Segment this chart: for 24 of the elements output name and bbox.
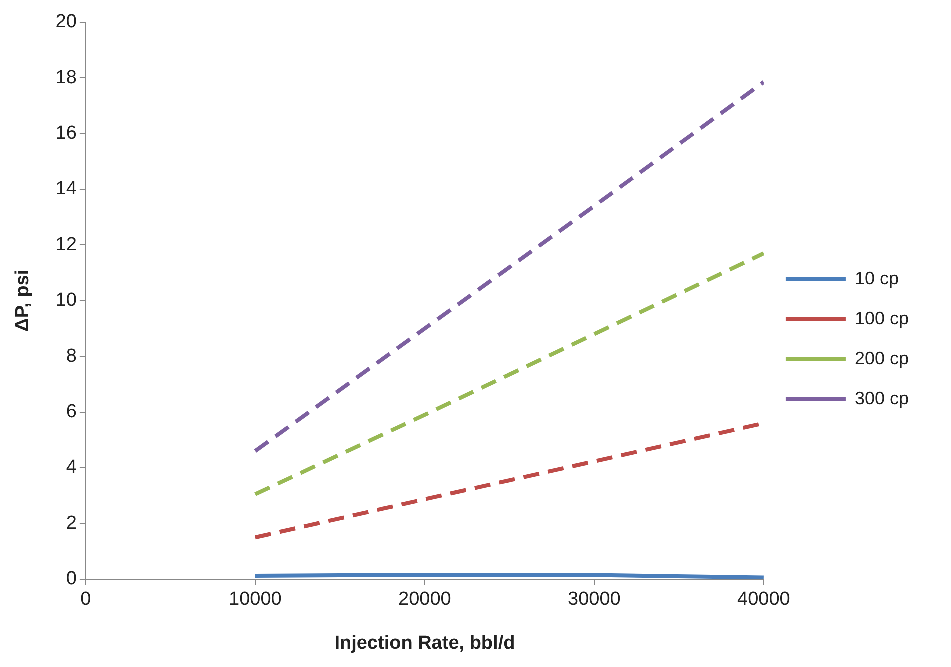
legend-label: 300 cp [854, 388, 910, 408]
y-tick-label: 10 [56, 290, 77, 312]
x-tick-label: 10000 [229, 589, 282, 610]
y-tick-label: 12 [56, 234, 77, 256]
y-axis-title: ΔP, psi [12, 270, 34, 332]
y-tick-label: 6 [66, 402, 77, 423]
legend-label: 200 cp [854, 348, 910, 368]
y-tick-label: 18 [56, 67, 77, 88]
y-tick-label: 0 [66, 568, 77, 590]
y-tick-label: 16 [56, 123, 77, 144]
x-tick-label: 20000 [398, 589, 452, 610]
x-tick-label: 40000 [738, 589, 790, 610]
y-tick-label: 4 [66, 457, 78, 478]
y-tick-label: 2 [66, 512, 77, 534]
line-series [253, 80, 764, 454]
y-tick-label: 14 [56, 178, 78, 200]
x-tick-label: 0 [80, 589, 92, 610]
line-series [253, 252, 764, 496]
x-tick-label: 30000 [568, 589, 621, 610]
x-axis-title: Injection Rate, bbl/d [334, 632, 516, 654]
legend-label: 10 cp [854, 268, 900, 288]
y-tick-label: 20 [56, 12, 77, 33]
y-tick-label: 8 [66, 346, 77, 367]
legend-label: 100 cp [854, 308, 910, 328]
